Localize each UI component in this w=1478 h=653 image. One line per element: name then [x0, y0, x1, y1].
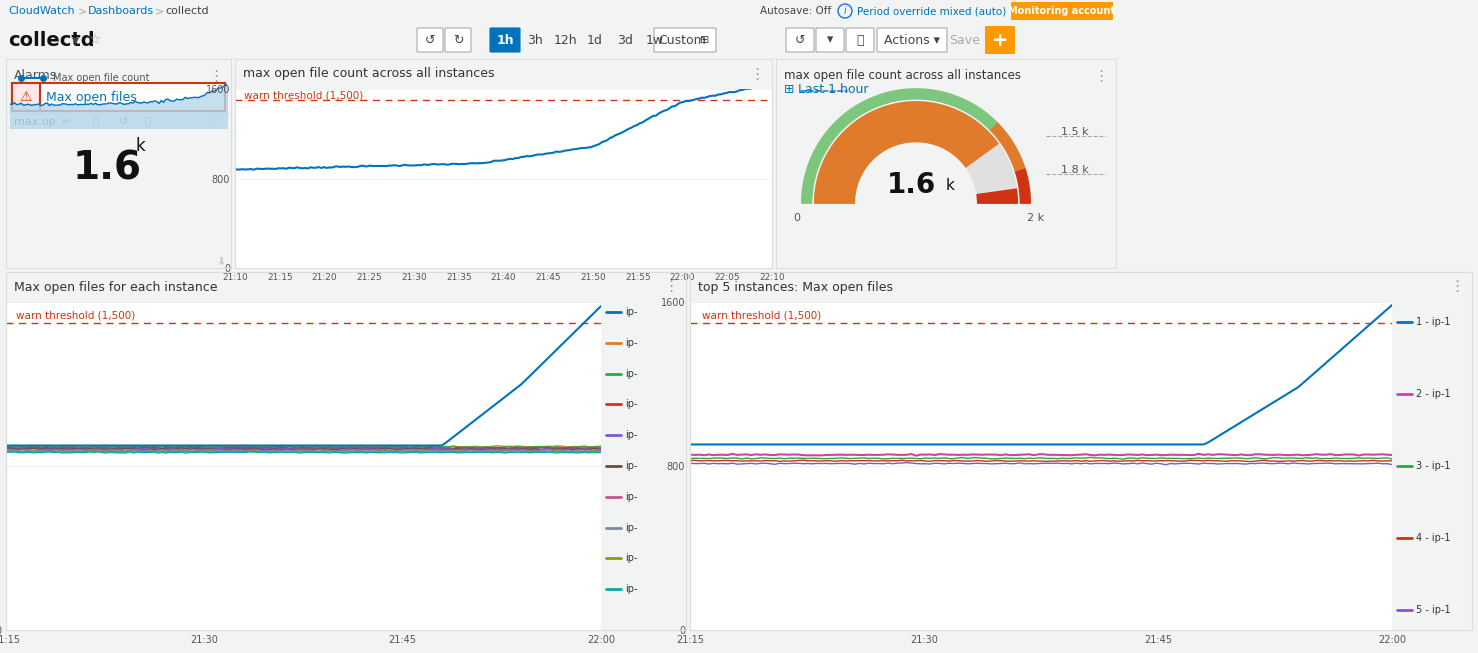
FancyBboxPatch shape: [816, 28, 844, 52]
Text: 1.8 k: 1.8 k: [1061, 165, 1089, 175]
Polygon shape: [1015, 168, 1030, 203]
Text: collectd: collectd: [166, 6, 208, 16]
Text: ⋮: ⋮: [208, 117, 223, 131]
Text: ↻: ↻: [452, 33, 463, 46]
Text: ↺: ↺: [424, 33, 435, 46]
Text: ip-: ip-: [625, 461, 637, 471]
Text: ☆: ☆: [89, 33, 101, 47]
Text: Max open files for each instance: Max open files for each instance: [13, 281, 217, 293]
Text: ip-: ip-: [625, 338, 637, 348]
Polygon shape: [990, 122, 1024, 171]
Text: warn threshold (1,500): warn threshold (1,500): [702, 310, 820, 321]
Text: 1.6: 1.6: [72, 149, 142, 187]
Text: 1d: 1d: [587, 33, 603, 46]
Text: 1w: 1w: [646, 33, 664, 46]
Text: ⛶: ⛶: [856, 33, 863, 46]
Text: k: k: [946, 178, 955, 193]
Text: ⋮: ⋮: [208, 69, 223, 84]
Text: 2 k: 2 k: [1027, 213, 1043, 223]
Text: 1h: 1h: [497, 33, 514, 46]
Text: 1.5 k: 1.5 k: [1061, 127, 1089, 137]
FancyBboxPatch shape: [417, 28, 443, 52]
Text: Actions ▾: Actions ▾: [884, 33, 940, 46]
Text: 4 - ip-1: 4 - ip-1: [1416, 533, 1450, 543]
Bar: [12, 83, 40, 111]
Text: ip-: ip-: [625, 368, 637, 379]
Text: ⊞: ⊞: [783, 82, 795, 95]
Polygon shape: [977, 189, 1017, 203]
Text: ▾: ▾: [72, 33, 78, 47]
Text: 1.6: 1.6: [887, 171, 936, 199]
Text: ↺: ↺: [120, 117, 129, 127]
Text: ▾: ▾: [826, 33, 834, 46]
Text: ip-: ip-: [625, 584, 637, 594]
Text: Max open file count: Max open file count: [53, 73, 149, 83]
FancyBboxPatch shape: [445, 28, 471, 52]
Text: ⋮: ⋮: [1092, 69, 1108, 84]
Text: k: k: [136, 137, 145, 155]
Text: Monitoring account: Monitoring account: [1008, 6, 1116, 16]
Text: Autosave: Off: Autosave: Off: [760, 6, 831, 16]
Text: 3d: 3d: [616, 33, 633, 46]
Text: ✏: ✏: [61, 117, 71, 127]
Text: Alarms: Alarms: [13, 69, 58, 82]
FancyBboxPatch shape: [984, 26, 1015, 54]
Text: collectd: collectd: [7, 31, 95, 50]
Text: 5 - ip-1: 5 - ip-1: [1416, 605, 1450, 615]
Text: +: +: [992, 31, 1008, 50]
Polygon shape: [801, 89, 1030, 203]
Text: top 5 instances: Max open files: top 5 instances: Max open files: [698, 281, 893, 293]
FancyBboxPatch shape: [786, 28, 814, 52]
Text: 3 - ip-1: 3 - ip-1: [1416, 461, 1450, 471]
Text: max open file count across all instances: max open file count across all instances: [783, 69, 1021, 82]
Text: Max open files: Max open files: [46, 91, 137, 103]
Text: Dashboards: Dashboards: [89, 6, 154, 16]
Text: ⋮: ⋮: [749, 67, 764, 82]
Text: max op...: max op...: [13, 117, 67, 127]
Text: ip-: ip-: [625, 522, 637, 533]
Text: max open file count across all instances: max open file count across all instances: [242, 67, 495, 80]
Text: 2 - ip-1: 2 - ip-1: [1416, 389, 1450, 399]
Text: ip-: ip-: [625, 400, 637, 409]
Text: warn threshold (1,500): warn threshold (1,500): [16, 310, 134, 321]
Text: ↺: ↺: [795, 33, 806, 46]
Text: ⋮: ⋮: [1448, 279, 1465, 295]
Text: 0: 0: [794, 213, 800, 223]
Text: CloudWatch: CloudWatch: [7, 6, 74, 16]
Text: 1 - ip-1: 1 - ip-1: [1416, 317, 1450, 327]
FancyBboxPatch shape: [845, 28, 873, 52]
Text: ip-: ip-: [625, 430, 637, 440]
Polygon shape: [814, 102, 1017, 203]
Text: ⊞: ⊞: [701, 35, 709, 45]
Text: Save: Save: [949, 33, 980, 46]
Text: ⬇: ⬇: [216, 257, 225, 267]
Text: ip-: ip-: [625, 307, 637, 317]
Polygon shape: [814, 102, 998, 203]
Polygon shape: [801, 89, 996, 203]
Bar: [12, 83, 225, 111]
Text: ip-: ip-: [625, 553, 637, 564]
FancyBboxPatch shape: [491, 28, 520, 52]
Text: Custom: Custom: [658, 33, 706, 46]
Text: ⚠: ⚠: [19, 90, 33, 104]
Text: ⛶: ⛶: [145, 117, 151, 127]
Text: ⋮: ⋮: [662, 279, 678, 295]
Text: 12h: 12h: [553, 33, 576, 46]
FancyBboxPatch shape: [1011, 2, 1113, 20]
Text: 📄: 📄: [93, 117, 99, 127]
Text: 3h: 3h: [528, 33, 542, 46]
FancyBboxPatch shape: [876, 28, 947, 52]
Text: >: >: [78, 6, 87, 16]
Text: warn threshold (1,500): warn threshold (1,500): [244, 90, 364, 100]
Text: ip-: ip-: [625, 492, 637, 502]
Text: >: >: [155, 6, 164, 16]
Text: Last 1 hour: Last 1 hour: [798, 82, 869, 95]
Text: Period override mixed (auto): Period override mixed (auto): [857, 6, 1007, 16]
Text: i: i: [844, 6, 847, 16]
FancyBboxPatch shape: [653, 28, 715, 52]
